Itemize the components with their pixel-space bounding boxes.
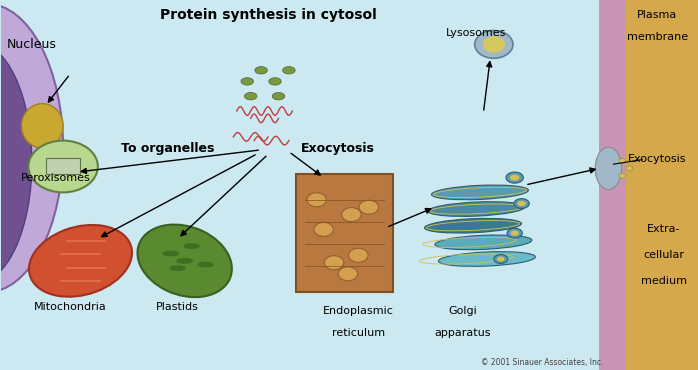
Text: medium: medium xyxy=(641,276,687,286)
Ellipse shape xyxy=(339,267,357,281)
Ellipse shape xyxy=(428,202,525,216)
Text: Plasma: Plasma xyxy=(637,10,677,20)
Text: Peroxisomes: Peroxisomes xyxy=(22,172,91,183)
Ellipse shape xyxy=(0,4,63,292)
Ellipse shape xyxy=(325,256,344,270)
Ellipse shape xyxy=(177,258,193,264)
Ellipse shape xyxy=(517,201,526,206)
Ellipse shape xyxy=(619,173,626,178)
Text: Exocytosis: Exocytosis xyxy=(301,141,374,155)
Ellipse shape xyxy=(0,43,32,283)
Ellipse shape xyxy=(22,104,63,148)
Ellipse shape xyxy=(431,185,528,200)
FancyBboxPatch shape xyxy=(600,0,626,370)
Ellipse shape xyxy=(163,250,179,256)
Text: Lysosomes: Lysosomes xyxy=(446,28,507,38)
Ellipse shape xyxy=(483,36,505,53)
Ellipse shape xyxy=(510,231,519,236)
Ellipse shape xyxy=(307,193,327,207)
Ellipse shape xyxy=(272,92,285,100)
Text: © 2001 Sinauer Associates, Inc.: © 2001 Sinauer Associates, Inc. xyxy=(482,358,604,367)
Ellipse shape xyxy=(438,252,535,266)
Text: Plastids: Plastids xyxy=(156,302,199,312)
Ellipse shape xyxy=(29,141,98,192)
Ellipse shape xyxy=(510,175,519,181)
Ellipse shape xyxy=(435,235,532,250)
Text: Exocytosis: Exocytosis xyxy=(628,154,686,164)
Text: reticulum: reticulum xyxy=(332,328,385,338)
Ellipse shape xyxy=(497,257,505,261)
Ellipse shape xyxy=(138,225,232,297)
FancyBboxPatch shape xyxy=(296,174,393,292)
Ellipse shape xyxy=(424,218,521,233)
Text: Golgi: Golgi xyxy=(448,306,477,316)
FancyBboxPatch shape xyxy=(623,0,698,370)
Ellipse shape xyxy=(198,262,214,268)
Ellipse shape xyxy=(342,208,361,222)
Ellipse shape xyxy=(241,78,253,85)
Ellipse shape xyxy=(359,200,378,214)
Ellipse shape xyxy=(507,228,522,238)
Text: Mitochondria: Mitochondria xyxy=(34,302,106,312)
Ellipse shape xyxy=(29,225,132,297)
Text: Protein synthesis in cytosol: Protein synthesis in cytosol xyxy=(160,8,376,22)
Ellipse shape xyxy=(314,222,334,236)
Text: To organelles: To organelles xyxy=(121,141,214,155)
Text: apparatus: apparatus xyxy=(434,328,491,338)
Ellipse shape xyxy=(184,243,200,249)
Text: Nucleus: Nucleus xyxy=(7,38,57,51)
Ellipse shape xyxy=(348,248,368,262)
Text: membrane: membrane xyxy=(627,32,688,42)
Ellipse shape xyxy=(170,265,186,271)
Ellipse shape xyxy=(244,92,257,100)
Ellipse shape xyxy=(595,147,622,190)
Ellipse shape xyxy=(255,67,267,74)
Ellipse shape xyxy=(514,199,529,208)
Ellipse shape xyxy=(619,159,626,164)
Text: Extra-: Extra- xyxy=(647,224,681,235)
Ellipse shape xyxy=(269,78,281,85)
Ellipse shape xyxy=(283,67,295,74)
Ellipse shape xyxy=(626,166,633,171)
FancyBboxPatch shape xyxy=(46,158,80,174)
Ellipse shape xyxy=(475,31,513,58)
Text: Endoplasmic: Endoplasmic xyxy=(323,306,394,316)
Ellipse shape xyxy=(506,172,524,183)
Ellipse shape xyxy=(493,255,507,263)
Text: cellular: cellular xyxy=(644,250,685,260)
